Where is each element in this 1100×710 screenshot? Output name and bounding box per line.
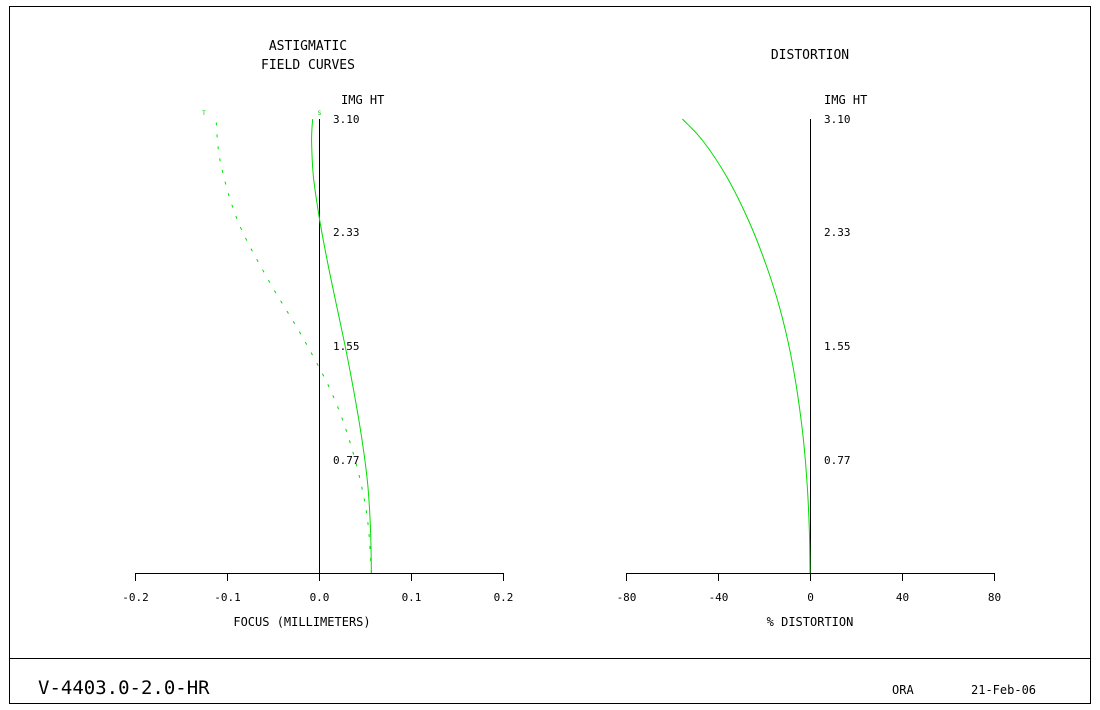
astig-x-tick-label: -0.1	[214, 591, 241, 604]
astig-x-axis-label: FOCUS (MILLIMETERS)	[233, 615, 370, 629]
lens-id: V-4403.0-2.0-HR	[38, 677, 210, 699]
astig-series-s-line	[311, 118, 372, 574]
date-label: 21-Feb-06	[971, 683, 1036, 697]
astig-x-tick-label: 0.0	[310, 591, 330, 604]
astig-series-t-label: T	[202, 110, 206, 117]
distortion-x-tick-label: 40	[896, 591, 909, 604]
distortion-y-tick-label: 1.55	[824, 340, 851, 353]
company-label: ORA	[892, 683, 914, 697]
distortion-x-tick-label: -40	[709, 591, 729, 604]
distortion-x-tick-label: 80	[988, 591, 1001, 604]
distortion-chart: DISTORTION IMG HT % DISTORTION -80 -40 0 40…	[617, 48, 1002, 629]
distortion-y-axis-label: IMG HT	[824, 93, 867, 107]
astig-y-tick-label: 0.77	[333, 454, 360, 467]
distortion-series-curve-line	[682, 118, 811, 574]
astig-series: ST	[202, 110, 372, 574]
distortion-y-tick-label: 2.33	[824, 226, 851, 239]
distortion-y-tick-label: 0.77	[824, 454, 851, 467]
astig-x-tick-label: 0.2	[494, 591, 514, 604]
distortion-x-tick-label: -80	[617, 591, 637, 604]
astig-title-line1: ASTIGMATIC	[269, 39, 347, 54]
astig-x-tick-label: -0.2	[122, 591, 149, 604]
astig-series-s-label: S	[318, 110, 322, 117]
distortion-x-tick-label: 0	[807, 591, 814, 604]
figure-border	[9, 6, 1091, 704]
astig-y-tick-label: 3.10	[333, 113, 360, 126]
distortion-title: DISTORTION	[771, 48, 849, 63]
distortion-y-tick-label: 3.10	[824, 113, 851, 126]
astig-y-axis-label: IMG HT	[341, 93, 384, 107]
distortion-series	[682, 118, 811, 574]
astig-y-tick-label: 2.33	[333, 226, 360, 239]
astig-series-t-line	[215, 118, 372, 574]
astig-x-tick-label: 0.1	[402, 591, 422, 604]
distortion-x-ticks: -80 -40 0 40 80	[617, 119, 1001, 604]
distortion-y-ticks: 0.77 1.55 2.33 3.10	[824, 113, 851, 467]
astig-x-ticks: -0.2 -0.1 0.0 0.1 0.2	[122, 119, 513, 604]
astigmatic-field-curves-chart: ASTIGMATIC FIELD CURVES IMG HT FOCUS (MI…	[122, 39, 513, 629]
astig-y-ticks: 0.77 1.55 2.33 3.10	[333, 113, 360, 467]
astig-y-tick-label: 1.55	[333, 340, 360, 353]
astig-title-line2: FIELD CURVES	[261, 58, 355, 73]
distortion-x-axis-label: % DISTORTION	[767, 615, 854, 629]
